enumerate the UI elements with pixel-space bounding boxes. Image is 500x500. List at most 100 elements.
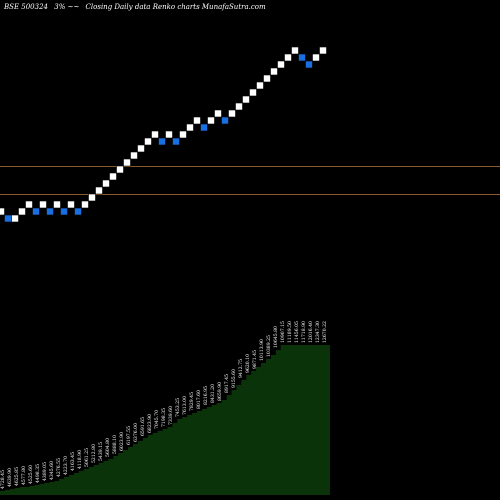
renko-brick-up: [186, 123, 194, 132]
volume-label: 12347.30: [315, 321, 321, 343]
renko-brick-up: [179, 130, 187, 139]
volume-label: 10389.25: [266, 335, 272, 357]
reference-lines: [0, 166, 500, 195]
volume-label: 8917.45: [224, 374, 230, 393]
renko-brick-up: [25, 200, 33, 209]
renko-brick-up: [235, 102, 243, 111]
renko-brick-down: [221, 116, 229, 125]
chart-symbol: BSE 500324: [3, 3, 48, 11]
renko-brick-up: [263, 74, 271, 83]
volume-label: 10113.90: [259, 339, 265, 361]
volume-label: 8431.20: [210, 384, 216, 403]
volume-label: 11456.05: [294, 321, 300, 343]
renko-brick-down: [200, 123, 208, 132]
volume-label: 8659.90: [217, 382, 223, 401]
volume-label: 4276.55: [56, 458, 62, 477]
renko-brick-down: [158, 137, 166, 146]
renko-brick-up: [130, 151, 138, 160]
volume-label: 4639.90: [7, 468, 13, 487]
renko-brick-down: [60, 207, 68, 216]
renko-brick-up: [53, 200, 61, 209]
volume-label: 6591.65: [140, 417, 146, 436]
volume-label: 5212.80: [91, 444, 97, 463]
renko-brick-up: [137, 144, 145, 153]
volume-label: 7453.25: [175, 398, 181, 417]
volume-label: 9412.75: [238, 359, 244, 378]
renko-brick-up: [116, 165, 124, 174]
renko-brick-up: [291, 46, 299, 55]
renko-brick-up: [95, 186, 103, 195]
volume-fill: [0, 345, 330, 495]
volume-label: 8216.95: [203, 386, 209, 405]
volume-label: 5888.10: [112, 435, 118, 454]
volume-label: 5604.80: [105, 438, 111, 457]
volume-label: 5439.15: [98, 442, 104, 461]
renko-brick-up: [67, 200, 75, 209]
renko-brick-up: [249, 88, 257, 97]
renko-brick-down: [74, 207, 82, 216]
volume-label: 5061.25: [84, 448, 90, 467]
volume-label: 11718.90: [301, 321, 307, 343]
volume-label: 8017.60: [196, 390, 202, 409]
chart-header: BSE 500324 3% ~~ Closing Daily data Renk…: [3, 3, 266, 11]
volume-label: 4728.45: [0, 470, 6, 489]
volume-label: 4163.45: [70, 452, 76, 471]
volume-label: 4577.80: [21, 466, 27, 485]
volume-label: 4498.35: [35, 464, 41, 483]
renko-brick-up: [284, 53, 292, 62]
renko-bricks: [0, 46, 327, 223]
chart-subtitle: Closing Daily data Renko charts MunafaSu…: [86, 3, 266, 11]
renko-brick-up: [102, 179, 110, 188]
volume-label: 4223.70: [63, 456, 69, 475]
renko-brick-up: [0, 207, 5, 216]
volume-label: 9620.10: [245, 354, 251, 373]
renko-brick-up: [242, 95, 250, 104]
volume-label: 6023.90: [119, 432, 125, 451]
volume-label: 12016.40: [308, 321, 314, 343]
volume-label: 6197.55: [126, 426, 132, 445]
volume-label: 4525.60: [28, 465, 34, 484]
renko-brick-down: [172, 137, 180, 146]
volume-label: 4345.60: [49, 461, 55, 480]
renko-brick-up: [39, 200, 47, 209]
volume-label: 4625.85: [14, 467, 20, 486]
volume-label: 9871.45: [252, 350, 258, 369]
volume-label: 11189.50: [287, 321, 293, 343]
renko-brick-down: [298, 53, 306, 62]
volume-label: 12670.22: [322, 321, 328, 343]
volume-label: 7045.70: [154, 410, 160, 429]
volume-labels: 4728.45 4639.90 4625.85 4577.80 4525.60 4498.…: [0, 321, 328, 489]
renko-brick-up: [88, 193, 96, 202]
volume-label: 10645.80: [273, 326, 279, 348]
renko-brick-up: [270, 67, 278, 76]
renko-brick-up: [277, 60, 285, 69]
renko-brick-up: [18, 207, 26, 216]
volume-label: 6823.90: [147, 414, 153, 433]
renko-brick-up: [193, 116, 201, 125]
renko-brick-down: [32, 207, 40, 216]
renko-brick-up: [123, 158, 131, 167]
renko-brick-up: [207, 116, 215, 125]
chart-change: 3%: [54, 3, 65, 11]
renko-brick-up: [144, 137, 152, 146]
chart-arrows: ~~: [68, 3, 80, 11]
renko-brick-up: [151, 130, 159, 139]
volume-label: 9155.60: [231, 369, 237, 388]
volume-label: 7829.45: [189, 392, 195, 411]
renko-brick-down: [46, 207, 54, 216]
volume-label: 7198.35: [161, 408, 167, 427]
volume-label: 10907.15: [280, 321, 286, 343]
volume-label: 7339.60: [168, 406, 174, 425]
volume-area: [0, 345, 330, 495]
renko-brick-up: [319, 46, 327, 55]
renko-brick-up: [109, 172, 117, 181]
renko-brick-down: [4, 214, 12, 223]
renko-brick-up: [214, 109, 222, 118]
volume-label: 6376.00: [133, 423, 139, 442]
volume-label: 7613.00: [182, 396, 188, 415]
renko-brick-up: [228, 109, 236, 118]
renko-brick-up: [81, 200, 89, 209]
renko-brick-up: [165, 130, 173, 139]
renko-brick-down: [305, 60, 313, 69]
